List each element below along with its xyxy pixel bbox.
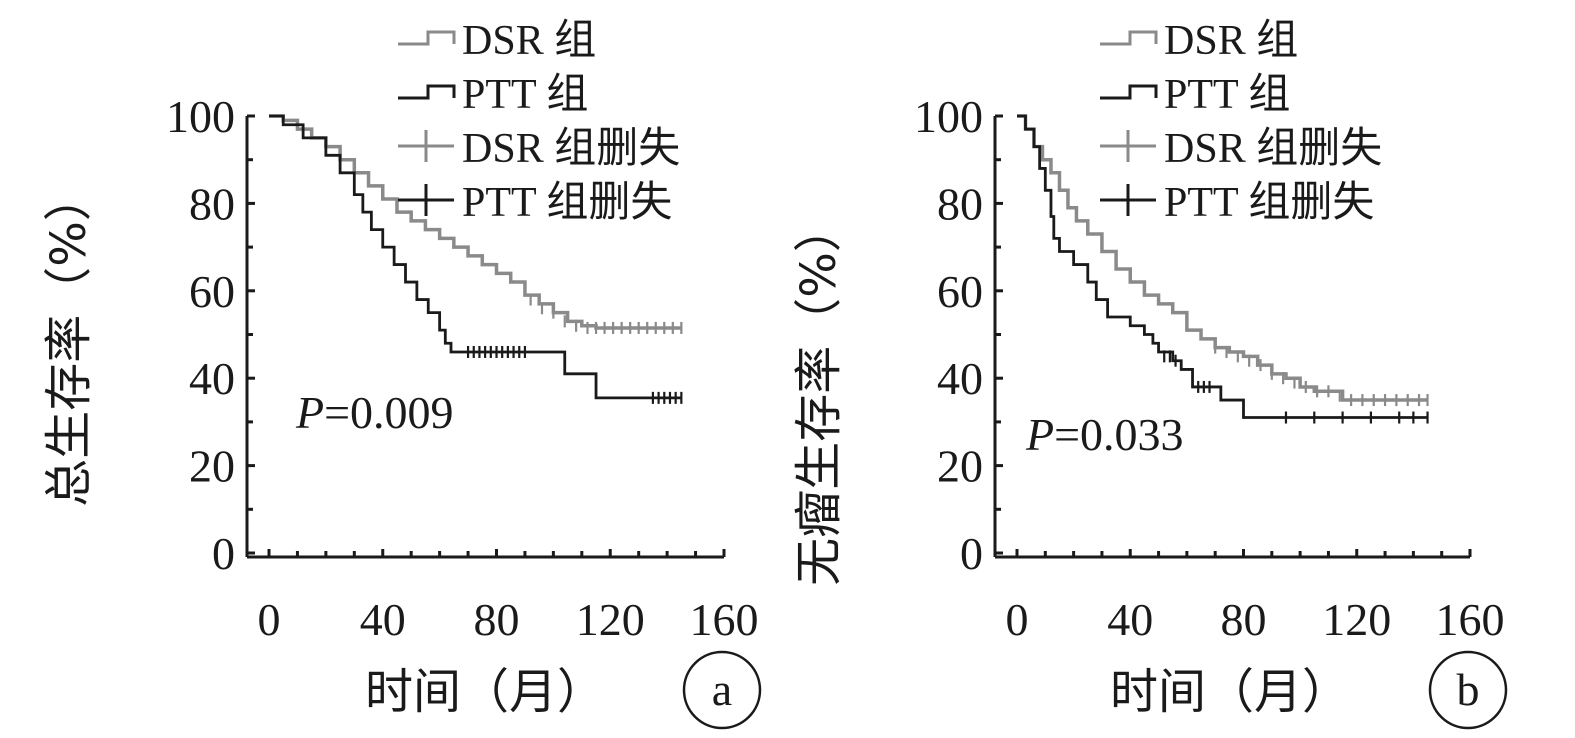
legend-label: DSR 组 [462, 18, 596, 64]
series-line-ptt [1017, 114, 1428, 419]
x-tick-label: 160 [1436, 594, 1505, 645]
y-tick-label: 0 [960, 528, 983, 579]
p-value-symbol: P [1025, 409, 1054, 460]
x-axis-label: 时间（月） [365, 664, 605, 720]
chart-panel-b: 0 20 40 60 80 100 0 40 80 120 160 DSR 组 PTT 组 DSR 组删失… [791, 18, 1508, 730]
y-tick-label: 100 [914, 91, 983, 142]
legend-label: PTT 组 [462, 72, 588, 118]
x-axis-label: 时间（月） [1110, 664, 1350, 720]
y-tick-label: 100 [166, 91, 235, 142]
panel-label: b [1457, 664, 1480, 715]
legend-label: DSR 组 [1164, 18, 1298, 64]
y-tick-label: 60 [937, 266, 983, 317]
y-tick-label: 40 [937, 353, 983, 404]
x-tick-label: 80 [1221, 594, 1267, 645]
y-axis-label: 无瘤生存率（%） [791, 204, 847, 586]
legend-ptt-line-icon [398, 84, 456, 100]
p-value-annotation: P=0.033 [1025, 409, 1184, 460]
y-tick-label: 20 [937, 441, 983, 492]
y-tick-label: 40 [189, 353, 235, 404]
x-tick-label: 0 [258, 594, 281, 645]
y-axis-label: 总生存率（%） [41, 173, 97, 507]
series-line-ptt [269, 114, 682, 400]
legend-dsr-line-icon [398, 30, 456, 46]
p-value-number: =0.033 [1054, 409, 1183, 460]
legend-label: DSR 组删失 [1164, 126, 1382, 172]
x-tick-label: 0 [1006, 594, 1029, 645]
series-line-dsr [1017, 114, 1428, 402]
x-tick-label: 160 [690, 594, 759, 645]
p-value-symbol: P [295, 387, 324, 438]
panel-label: a [712, 664, 732, 715]
y-tick-label: 0 [212, 528, 235, 579]
y-tick-label: 60 [189, 266, 235, 317]
y-tick-label: 20 [189, 441, 235, 492]
legend-label: DSR 组删失 [462, 126, 680, 172]
panel-label-circle [1428, 650, 1508, 730]
x-tick-label: 120 [576, 594, 645, 645]
x-tick-label: 40 [1107, 594, 1153, 645]
y-tick-label: 80 [189, 178, 235, 229]
p-value-number: =0.009 [324, 387, 453, 438]
legend-label: PTT 组删失 [462, 180, 672, 226]
p-value-annotation: P=0.009 [295, 387, 454, 438]
legend-ptt-line-icon [1100, 84, 1158, 100]
legend: DSR 组 PTT 组 DSR 组删失 PTT 组删失 [1100, 18, 1382, 226]
legend-label: PTT 组删失 [1164, 180, 1374, 226]
y-tick-label: 80 [937, 178, 983, 229]
legend-label: PTT 组 [1164, 72, 1290, 118]
x-tick-label: 80 [474, 594, 520, 645]
x-tick-label: 120 [1322, 594, 1391, 645]
x-tick-label: 40 [360, 594, 406, 645]
legend: DSR 组 PTT 组 DSR 组删失 PTT 组删失 [398, 18, 680, 226]
panel-label-circle [682, 650, 762, 730]
chart-panel-a: 0 20 40 60 80 100 0 40 80 120 160 DSR 组 PTT 组 DSR 组删失… [41, 18, 762, 730]
legend-dsr-line-icon [1100, 30, 1158, 46]
